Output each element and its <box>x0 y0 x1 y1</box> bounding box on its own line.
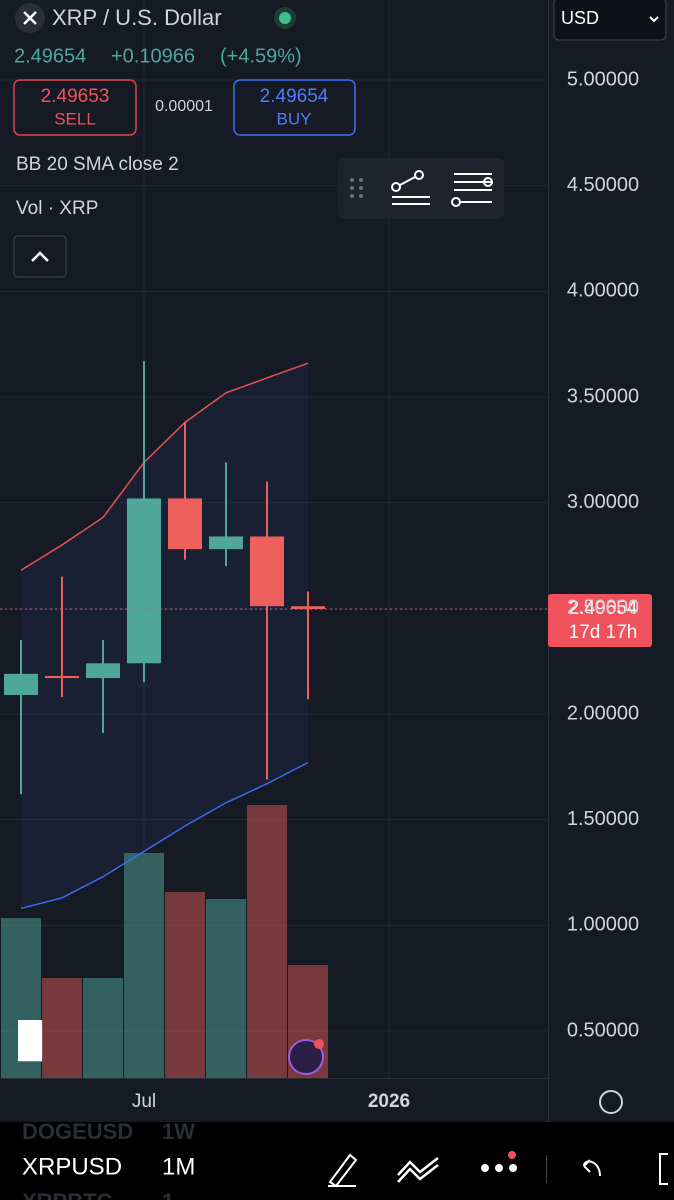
more-dot <box>508 1151 516 1159</box>
volume-bar <box>165 892 205 1078</box>
currency-label: USD <box>561 8 599 28</box>
candle-body <box>168 498 202 550</box>
volume-bar <box>42 978 82 1078</box>
volume-bar <box>1 918 41 1078</box>
collapse-button[interactable] <box>13 235 67 278</box>
price-tick-label: 0.50000 <box>567 1019 639 1041</box>
change-pct: (+4.59%) <box>220 45 302 67</box>
interval-next[interactable]: 1 <box>162 1189 174 1200</box>
countdown: 17d 17h <box>569 622 638 643</box>
buy-label: BUY <box>277 109 312 128</box>
candle-body <box>209 536 243 550</box>
price-tick-label: 4.00000 <box>567 280 639 302</box>
candle-body <box>4 673 38 695</box>
price-tick-label: 2.00000 <box>567 702 639 724</box>
price: 2.49654 <box>14 45 86 67</box>
draw-tool[interactable] <box>328 1153 358 1188</box>
sell-button[interactable] <box>13 79 137 136</box>
close-icon <box>23 11 37 25</box>
last-price-label: 2.49654 <box>569 598 638 619</box>
band-fill <box>21 363 308 909</box>
time-label: 2026 <box>368 1091 410 1112</box>
price-tick-label: 4.50000 <box>567 174 639 196</box>
interval-current[interactable]: 1M <box>162 1153 195 1180</box>
sell-label: SELL <box>54 109 96 128</box>
symbol-prev[interactable]: DOGEUSD <box>22 1119 133 1144</box>
candle-body <box>45 675 79 679</box>
symbol-title[interactable]: XRP / U.S. Dollar <box>52 5 222 30</box>
volume-bar <box>247 805 287 1078</box>
more-button[interactable] <box>481 1164 517 1172</box>
candle-body <box>127 498 161 664</box>
candle-body <box>291 606 325 610</box>
indicator-bb[interactable]: BB 20 SMA close 2 <box>16 154 179 175</box>
candle-body <box>250 536 284 607</box>
price-tick-label: 1.00000 <box>567 914 639 936</box>
change: +0.10966 <box>111 45 195 67</box>
volume-bar <box>83 978 123 1078</box>
status-dot <box>279 12 291 24</box>
assistant-button[interactable] <box>288 1039 324 1075</box>
bollinger-band <box>20 761 309 910</box>
buy-button[interactable] <box>233 79 356 136</box>
undo-button[interactable] <box>583 1159 601 1177</box>
candle-body <box>86 663 120 679</box>
buy-price: 2.49654 <box>260 86 329 107</box>
drag-handle <box>350 178 363 198</box>
symbol-next[interactable]: XRPBTC <box>22 1189 113 1200</box>
caret-up <box>31 251 49 262</box>
price-tick-label: 3.50000 <box>567 385 639 407</box>
symbol-current[interactable]: XRPUSD <box>22 1153 122 1180</box>
tool-trendline[interactable] <box>391 170 430 205</box>
notification-dot <box>314 1039 324 1049</box>
price-tick-label: 1.50000 <box>567 808 639 830</box>
indicator-vol[interactable]: Vol · XRP <box>16 198 98 219</box>
chevron <box>649 16 659 23</box>
currency-select[interactable] <box>553 0 667 41</box>
spread: 0.00001 <box>155 98 213 115</box>
price-tick-label: 5.00000 <box>567 68 639 90</box>
volume-bar <box>124 853 164 1078</box>
tool-lines[interactable] <box>451 173 493 207</box>
time-axis-line <box>0 1078 548 1079</box>
interval-prev[interactable]: 1W <box>162 1119 195 1144</box>
volume-bar <box>206 899 246 1078</box>
indicators-tool[interactable] <box>397 1157 439 1183</box>
last-price-tag <box>548 594 652 647</box>
price-tick-label: 2.50000 <box>567 597 639 619</box>
price-tick-label: 3.00000 <box>567 491 639 513</box>
sell-price: 2.49653 <box>41 86 110 107</box>
divider <box>546 1155 547 1183</box>
settings-button[interactable] <box>599 1090 623 1114</box>
time-label: Jul <box>132 1091 156 1112</box>
tv-logo: █ <box>18 1020 43 1062</box>
bollinger-band <box>20 362 309 571</box>
fullscreen-button[interactable] <box>659 1153 668 1185</box>
axis-separator <box>548 0 549 1122</box>
